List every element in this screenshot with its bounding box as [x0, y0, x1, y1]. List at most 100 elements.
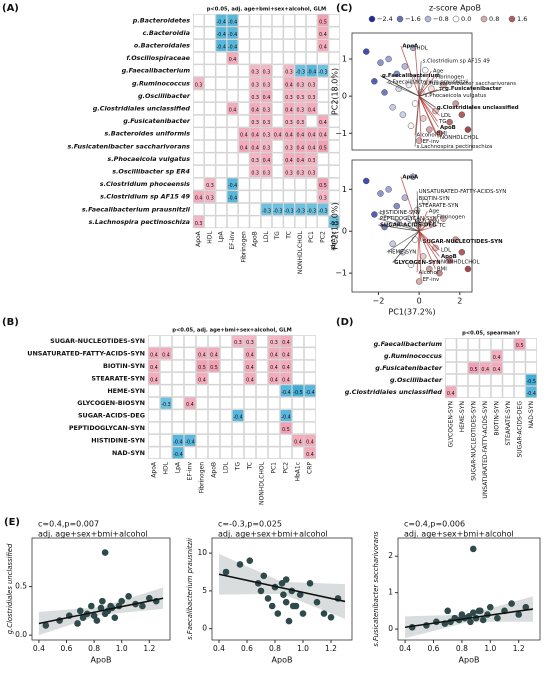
empty-cell — [220, 434, 232, 447]
sample-point — [415, 137, 423, 144]
cell-label: 0.4 — [229, 57, 237, 63]
empty-cell — [193, 64, 205, 77]
empty-cell — [283, 51, 295, 65]
empty-cell — [148, 384, 160, 397]
empty-cell — [160, 446, 172, 459]
x-tick-label: 0.8 — [456, 644, 468, 653]
heatmap-cell — [215, 39, 227, 52]
sample-point — [90, 612, 98, 620]
empty-cell — [317, 51, 329, 65]
cell-label: 0.5 — [198, 365, 206, 371]
column-label: PC2 — [319, 231, 326, 243]
empty-cell — [479, 386, 491, 398]
empty-cell — [468, 350, 480, 362]
empty-cell — [208, 397, 220, 410]
cell-label: -0.4 — [228, 196, 237, 202]
empty-cell — [220, 335, 232, 348]
heatmap-cell — [249, 152, 261, 166]
loading-label: BMI — [437, 131, 447, 137]
loading-label: LDL — [441, 248, 451, 254]
empty-cell — [208, 384, 220, 397]
loading-arrow — [414, 96, 420, 147]
empty-cell — [227, 127, 239, 140]
empty-cell — [294, 215, 306, 229]
empty-cell — [272, 165, 284, 178]
empty-cell — [238, 190, 250, 203]
cell-label: 0.5 — [210, 365, 218, 371]
loading-arrow — [418, 231, 436, 270]
legend-title: z-score ApoB — [429, 4, 481, 13]
stat-annotation: c=0.4,p=0.007 — [38, 520, 99, 529]
empty-cell — [502, 374, 514, 386]
y-tick-label: 5 — [202, 586, 207, 595]
sample-point — [426, 265, 433, 273]
empty-cell — [193, 127, 205, 140]
cell-label: 0.4 — [319, 133, 327, 139]
loading-arrow — [418, 95, 436, 108]
loading-label: BIOTIN-SYN — [419, 196, 450, 202]
heatmap-cell — [306, 152, 318, 166]
empty-cell — [268, 421, 280, 435]
loading-label: NAD-SYN — [415, 220, 440, 226]
empty-cell — [294, 190, 306, 203]
sample-point — [282, 576, 290, 583]
empty-cell — [283, 215, 295, 229]
loading-label: NONHDLCHOL — [441, 260, 480, 266]
fit-line — [218, 573, 346, 603]
y-axis-label: PC2(18.0%) — [331, 202, 340, 249]
cell-label: 0.4 — [251, 133, 259, 139]
empty-cell — [148, 434, 160, 447]
cell-label: 0.4 — [285, 133, 293, 139]
loading-label: s.Phocaeicola vulgatus — [425, 93, 487, 99]
cell-label: 0.3 — [251, 82, 259, 88]
empty-cell — [249, 26, 261, 40]
cell-label: 0.3 — [263, 171, 271, 177]
heatmap-cell — [260, 203, 273, 216]
heatmap-cell — [215, 26, 227, 40]
empty-cell — [260, 215, 273, 229]
empty-cell — [260, 51, 273, 65]
cell-label: -0.4 — [307, 70, 316, 76]
heatmap-cell — [317, 140, 329, 153]
column-label: TC — [286, 231, 293, 240]
x-tick-label: −2 — [373, 297, 385, 306]
row-label: g.Fusicatenibacter — [375, 364, 443, 372]
heatmap-cell — [294, 114, 306, 128]
cell-label: 0.4 — [186, 402, 194, 408]
cell-label: 0.3 — [308, 171, 316, 177]
empty-cell — [193, 152, 205, 166]
loading-label: Alcohol — [419, 270, 439, 276]
heatmap-cell — [227, 102, 239, 115]
loading-arrow — [419, 95, 424, 97]
column-label: ApoB — [211, 462, 218, 478]
loading-arrow — [400, 45, 420, 97]
plot-frame — [31, 537, 171, 641]
empty-cell — [204, 51, 216, 65]
row-label: s.Oscillibacter sp ER4 — [112, 168, 190, 176]
empty-cell — [317, 89, 329, 103]
cell-label: 0.3 — [251, 70, 259, 76]
empty-cell — [184, 384, 196, 397]
sample-point — [469, 609, 477, 616]
empty-cell — [328, 64, 340, 77]
empty-cell — [292, 446, 304, 459]
loading-arrow — [418, 96, 422, 142]
y-tick-label: 0 — [342, 92, 347, 101]
loading-label: LDL — [441, 113, 451, 119]
sample-point — [399, 111, 407, 118]
empty-cell — [514, 386, 526, 398]
sample-point — [421, 198, 429, 206]
empty-cell — [238, 77, 250, 90]
sample-point — [389, 240, 396, 248]
cell-label: 0.3 — [263, 120, 271, 126]
heatmap-cell — [292, 434, 304, 447]
sample-point — [508, 600, 515, 607]
empty-cell — [215, 177, 227, 191]
empty-cell — [193, 26, 205, 40]
sample-point — [393, 202, 400, 210]
sample-point — [236, 561, 244, 568]
column-label: STEARATE-SYN — [505, 401, 512, 446]
cell-label: -0.3 — [318, 208, 327, 214]
empty-cell — [256, 384, 268, 397]
empty-cell — [160, 384, 172, 397]
